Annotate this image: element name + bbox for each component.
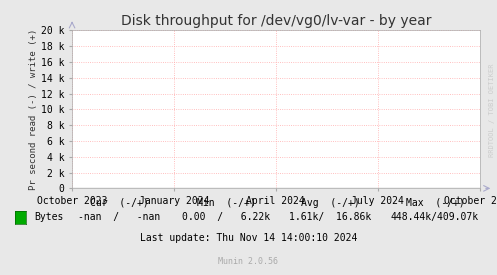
Text: RRDTOOL / TOBI OETIKER: RRDTOOL / TOBI OETIKER bbox=[489, 63, 495, 157]
Text: Max  (-/+): Max (-/+) bbox=[406, 198, 464, 208]
Text: Munin 2.0.56: Munin 2.0.56 bbox=[219, 257, 278, 266]
Title: Disk throughput for /dev/vg0/lv-var - by year: Disk throughput for /dev/vg0/lv-var - by… bbox=[121, 14, 431, 28]
Text: 448.44k/409.07k: 448.44k/409.07k bbox=[391, 212, 479, 222]
Text: 1.61k/  16.86k: 1.61k/ 16.86k bbox=[289, 212, 372, 222]
Text: -nan  /   -nan: -nan / -nan bbox=[78, 212, 161, 222]
Y-axis label: Pr second read (-) / write (+): Pr second read (-) / write (+) bbox=[29, 29, 38, 190]
Text: Bytes: Bytes bbox=[34, 212, 63, 222]
Text: 0.00  /   6.22k: 0.00 / 6.22k bbox=[182, 212, 270, 222]
Text: Min  (-/+): Min (-/+) bbox=[197, 198, 255, 208]
Text: Cur  (-/+): Cur (-/+) bbox=[90, 198, 149, 208]
Text: Last update: Thu Nov 14 14:00:10 2024: Last update: Thu Nov 14 14:00:10 2024 bbox=[140, 233, 357, 243]
Text: Avg  (-/+): Avg (-/+) bbox=[301, 198, 360, 208]
